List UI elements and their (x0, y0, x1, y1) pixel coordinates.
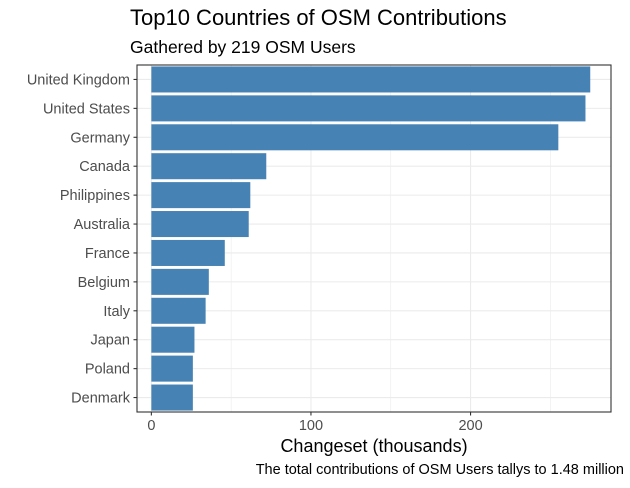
x-tick-label: 0 (147, 418, 155, 434)
y-tick-label: Belgium (78, 275, 130, 291)
bar (151, 95, 586, 122)
y-tick-label: Denmark (71, 391, 131, 407)
chart-title: Top10 Countries of OSM Contributions (130, 5, 507, 30)
panel-background (137, 65, 611, 412)
y-tick-label: Italy (103, 304, 130, 320)
panel-border (136, 64, 612, 413)
bar (151, 326, 195, 353)
y-tick-label: Canada (79, 159, 131, 175)
bar (151, 153, 267, 180)
bar (151, 297, 206, 324)
x-tick-label: 100 (299, 418, 323, 434)
x-tick-label: 200 (458, 418, 482, 434)
chart-caption: The total contributions of OSM Users tal… (255, 462, 624, 478)
bar (151, 239, 225, 266)
y-tick-label: Philippines (60, 188, 130, 204)
y-tick-label: France (85, 246, 130, 262)
y-tick-label: United States (43, 101, 130, 117)
chart-subtitle: Gathered by 219 OSM Users (130, 37, 356, 57)
bar (151, 268, 209, 295)
bar (151, 124, 559, 151)
bar (151, 211, 249, 238)
bar (151, 384, 193, 411)
y-tick-label: Germany (70, 130, 130, 146)
y-tick-label: Poland (85, 362, 130, 378)
bar (151, 355, 193, 382)
y-tick-label: Japan (90, 333, 130, 349)
bar (151, 66, 591, 93)
y-tick-label: United Kingdom (27, 72, 130, 88)
bar (151, 182, 251, 209)
y-tick-label: Australia (74, 217, 131, 233)
x-axis-title: Changeset (thousands) (280, 436, 467, 456)
